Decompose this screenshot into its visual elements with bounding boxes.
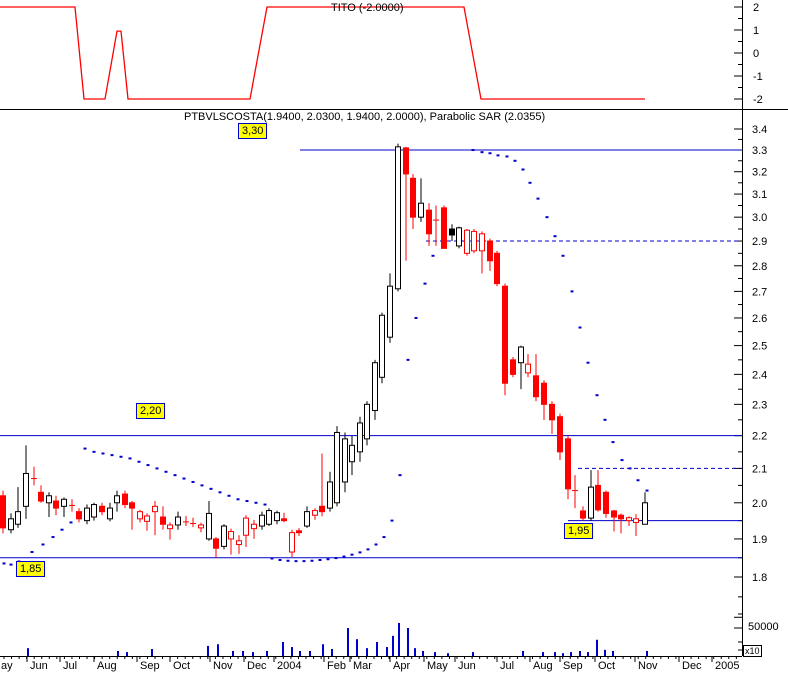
svg-text:2.5: 2.5 (752, 341, 767, 353)
svg-text:Sep: Sep (563, 660, 583, 672)
svg-text:Oct: Oct (173, 660, 190, 672)
indicator-title: TITO (-2.0000) (331, 2, 404, 14)
candles (0, 143, 648, 558)
tito-indicator-line (0, 6, 645, 100)
svg-text:2.9: 2.9 (752, 236, 767, 248)
svg-text:2.3: 2.3 (752, 399, 767, 411)
svg-text:Oct: Oct (598, 660, 615, 672)
svg-text:2.8: 2.8 (752, 261, 767, 273)
svg-text:3.0: 3.0 (752, 212, 767, 224)
svg-text:Aug: Aug (533, 660, 553, 672)
axes (0, 0, 788, 657)
svg-text:Jun: Jun (30, 660, 48, 672)
svg-text:3.2: 3.2 (752, 167, 767, 179)
volume-bars (27, 622, 648, 656)
svg-text:3.3: 3.3 (752, 145, 767, 157)
price-tag-220[interactable]: 2,20 (136, 403, 166, 419)
svg-text:May: May (427, 660, 448, 672)
price-tag-185[interactable]: 1,85 (16, 561, 46, 577)
svg-text:2.7: 2.7 (752, 286, 767, 298)
svg-text:Feb: Feb (327, 660, 346, 672)
svg-text:1.9: 1.9 (752, 534, 767, 546)
level-lines (0, 149, 742, 559)
svg-text:Nov: Nov (638, 660, 658, 672)
svg-text:Aug: Aug (97, 660, 117, 672)
svg-text:Apr: Apr (393, 660, 410, 672)
time-axis: ay Jun Jul Aug Sep Oct Nov Dec 2004 Feb Mar Apr May J… (1, 656, 739, 672)
svg-text:3.1: 3.1 (752, 189, 767, 201)
parabolic-sar-dots (2, 149, 649, 566)
svg-text:2.1: 2.1 (752, 463, 767, 475)
svg-text:0: 0 (753, 48, 759, 60)
svg-text:Jun: Jun (458, 660, 476, 672)
svg-text:Nov: Nov (213, 660, 233, 672)
svg-text:2.4: 2.4 (752, 369, 767, 381)
price-tag-330[interactable]: 3,30 (238, 123, 268, 139)
svg-text:-1: -1 (753, 71, 763, 83)
svg-text:Jul: Jul (63, 660, 77, 672)
volume-multiplier-label: x10 (743, 645, 762, 657)
svg-text:2.0: 2.0 (752, 498, 767, 510)
main-chart-title: PTBVLSCOSTA(1.9400, 2.0300, 1.9400, 2.00… (184, 111, 546, 123)
svg-text:2005: 2005 (715, 660, 739, 672)
indicator-axis: 2 1 0 -1 -2 (734, 2, 763, 106)
svg-text:1.8: 1.8 (752, 572, 767, 584)
svg-text:2.6: 2.6 (752, 313, 767, 325)
svg-text:3.4: 3.4 (752, 124, 767, 136)
svg-text:Dec: Dec (682, 660, 702, 672)
svg-text:Sep: Sep (140, 660, 160, 672)
svg-text:2004: 2004 (277, 660, 301, 672)
svg-text:1: 1 (753, 25, 759, 37)
svg-text:Mar: Mar (353, 660, 372, 672)
price-axis: 3.4 3.3 3.2 3.1 3.0 2.9 2.8 2.7 2.6 2.5 2.4 2.3 2.2 2… (734, 124, 767, 651)
svg-text:2: 2 (753, 2, 759, 14)
svg-text:ay: ay (1, 660, 13, 672)
svg-text:Jul: Jul (500, 660, 514, 672)
volume-axis-label: 50000 (748, 621, 779, 633)
svg-text:-2: -2 (753, 94, 763, 106)
svg-text:2.2: 2.2 (752, 431, 767, 443)
price-tag-195[interactable]: 1,95 (564, 523, 594, 539)
svg-text:Dec: Dec (247, 660, 267, 672)
